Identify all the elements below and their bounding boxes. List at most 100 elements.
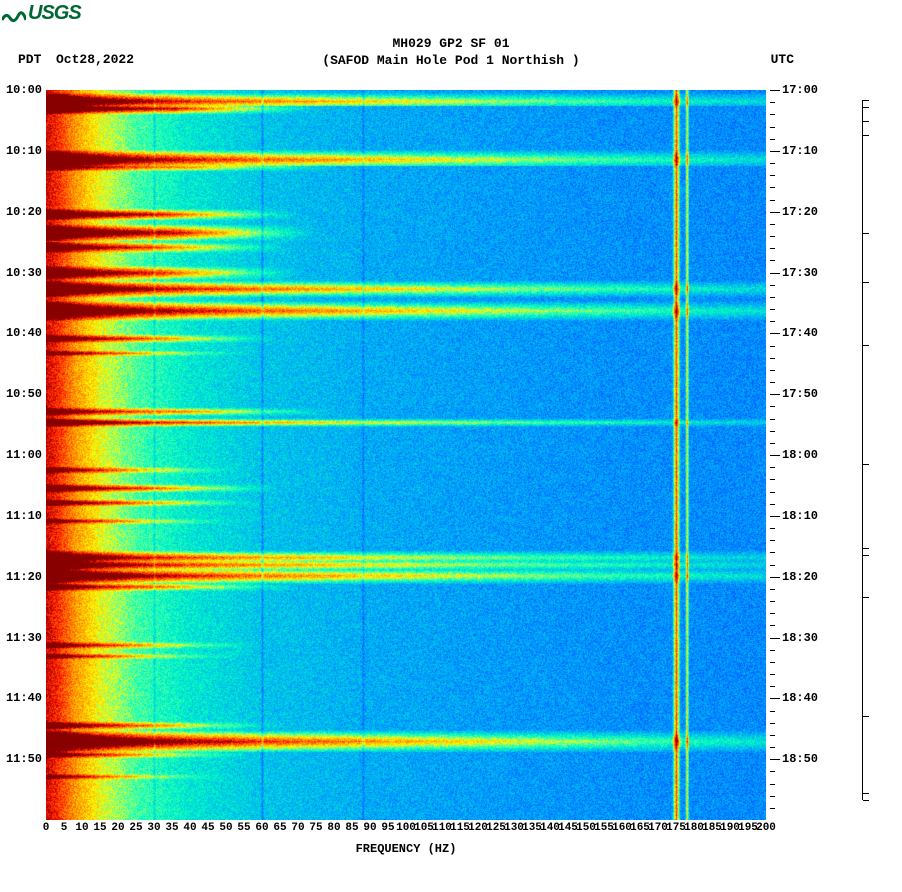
ruler-tick	[863, 282, 869, 283]
logo-text: USGS	[28, 2, 81, 25]
y-right-major-tick	[770, 759, 780, 760]
y-right-major-tick	[770, 638, 780, 639]
x-tick-label: 190	[720, 822, 740, 834]
y-right-minor-tick	[770, 114, 775, 115]
y-right-minor-tick	[770, 187, 775, 188]
y-right-minor-tick	[770, 492, 775, 493]
y-right-minor-tick	[770, 200, 775, 201]
x-tick-label: 75	[309, 822, 322, 834]
x-tick-label: 25	[129, 822, 142, 834]
y-right-minor-tick	[770, 625, 775, 626]
ruler-tick	[863, 548, 869, 549]
y-left-tick-label: 10:40	[6, 326, 42, 340]
timezone-right-label: UTC	[771, 52, 794, 67]
usgs-logo: USGS	[2, 2, 81, 25]
y-right-minor-tick	[770, 260, 775, 261]
x-tick-label: 70	[291, 822, 304, 834]
y-right-tick-label: 17:40	[782, 326, 818, 340]
x-axis-label: FREQUENCY (HZ)	[356, 842, 457, 856]
x-tick-label: 120	[468, 822, 488, 834]
y-right-tick-label: 18:50	[782, 752, 818, 766]
x-tick-label: 110	[432, 822, 452, 834]
y-left-tick-label: 10:30	[6, 266, 42, 280]
x-tick-label: 15	[93, 822, 106, 834]
x-tick-label: 60	[255, 822, 268, 834]
x-tick-label: 45	[201, 822, 214, 834]
y-right-major-tick	[770, 273, 780, 274]
y-right-minor-tick	[770, 565, 775, 566]
y-right-minor-tick	[770, 771, 775, 772]
y-left-tick-label: 10:20	[6, 205, 42, 219]
y-right-minor-tick	[770, 662, 775, 663]
y-right-minor-tick	[770, 321, 775, 322]
y-left-tick-label: 11:40	[6, 691, 42, 705]
y-right-minor-tick	[770, 504, 775, 505]
y-right-minor-tick	[770, 382, 775, 383]
x-tick-label: 145	[558, 822, 578, 834]
x-tick-label: 20	[111, 822, 124, 834]
y-right-minor-tick	[770, 674, 775, 675]
y-right-minor-tick	[770, 419, 775, 420]
x-tick-label: 10	[75, 822, 88, 834]
y-right-minor-tick	[770, 747, 775, 748]
y-right-major-tick	[770, 90, 780, 91]
y-right-minor-tick	[770, 346, 775, 347]
y-right-minor-tick	[770, 796, 775, 797]
y-right-major-tick	[770, 455, 780, 456]
y-right-minor-tick	[770, 711, 775, 712]
y-right-tick-label: 17:30	[782, 266, 818, 280]
y-left-tick-label: 11:10	[6, 509, 42, 523]
x-tick-label: 5	[61, 822, 68, 834]
ruler-tick	[863, 597, 869, 598]
ruler-tick	[863, 464, 869, 465]
y-right-minor-tick	[770, 467, 775, 468]
x-tick-label: 185	[702, 822, 722, 834]
x-tick-label: 160	[612, 822, 632, 834]
y-right-minor-tick	[770, 431, 775, 432]
y-right-minor-tick	[770, 285, 775, 286]
y-right-tick-label: 18:20	[782, 570, 818, 584]
x-tick-label: 0	[43, 822, 50, 834]
y-left-tick-label: 11:30	[6, 631, 42, 645]
y-right-minor-tick	[770, 540, 775, 541]
y-right-tick-label: 18:10	[782, 509, 818, 523]
y-right-major-tick	[770, 577, 780, 578]
y-axis-left-pdt: 10:0010:1010:2010:3010:4010:5011:0011:10…	[0, 90, 44, 820]
y-left-tick-label: 11:20	[6, 570, 42, 584]
y-right-major-tick	[770, 333, 780, 334]
x-tick-label: 80	[327, 822, 340, 834]
y-right-major-tick	[770, 151, 780, 152]
y-left-tick-label: 10:50	[6, 387, 42, 401]
amplitude-scale-ruler	[862, 100, 882, 800]
y-right-minor-tick	[770, 723, 775, 724]
ruler-tick	[863, 100, 869, 101]
chart-title-1: MH029 GP2 SF 01	[0, 36, 902, 53]
y-left-tick-label: 11:00	[6, 448, 42, 462]
y-right-minor-tick	[770, 650, 775, 651]
spectrogram-canvas	[46, 90, 766, 820]
y-right-minor-tick	[770, 127, 775, 128]
y-right-minor-tick	[770, 297, 775, 298]
y-right-minor-tick	[770, 236, 775, 237]
y-right-tick-label: 17:00	[782, 83, 818, 97]
ruler-tick	[863, 135, 869, 136]
y-right-tick-label: 17:10	[782, 144, 818, 158]
y-right-minor-tick	[770, 163, 775, 164]
x-tick-label: 105	[414, 822, 434, 834]
ruler-tick	[863, 121, 869, 122]
ruler-tick	[863, 793, 869, 794]
y-right-minor-tick	[770, 102, 775, 103]
y-right-minor-tick	[770, 479, 775, 480]
x-tick-label: 65	[273, 822, 286, 834]
y-right-minor-tick	[770, 358, 775, 359]
x-axis-frequency: FREQUENCY (HZ) 0510152025303540455055606…	[46, 822, 766, 852]
x-tick-label: 175	[666, 822, 686, 834]
y-left-tick-label: 10:00	[6, 83, 42, 97]
ruler-tick	[863, 107, 869, 108]
y-right-tick-label: 17:50	[782, 387, 818, 401]
ruler-tick	[863, 345, 869, 346]
ruler-tick	[863, 800, 869, 801]
y-right-tick-label: 18:30	[782, 631, 818, 645]
y-right-minor-tick	[770, 552, 775, 553]
x-tick-label: 55	[237, 822, 250, 834]
